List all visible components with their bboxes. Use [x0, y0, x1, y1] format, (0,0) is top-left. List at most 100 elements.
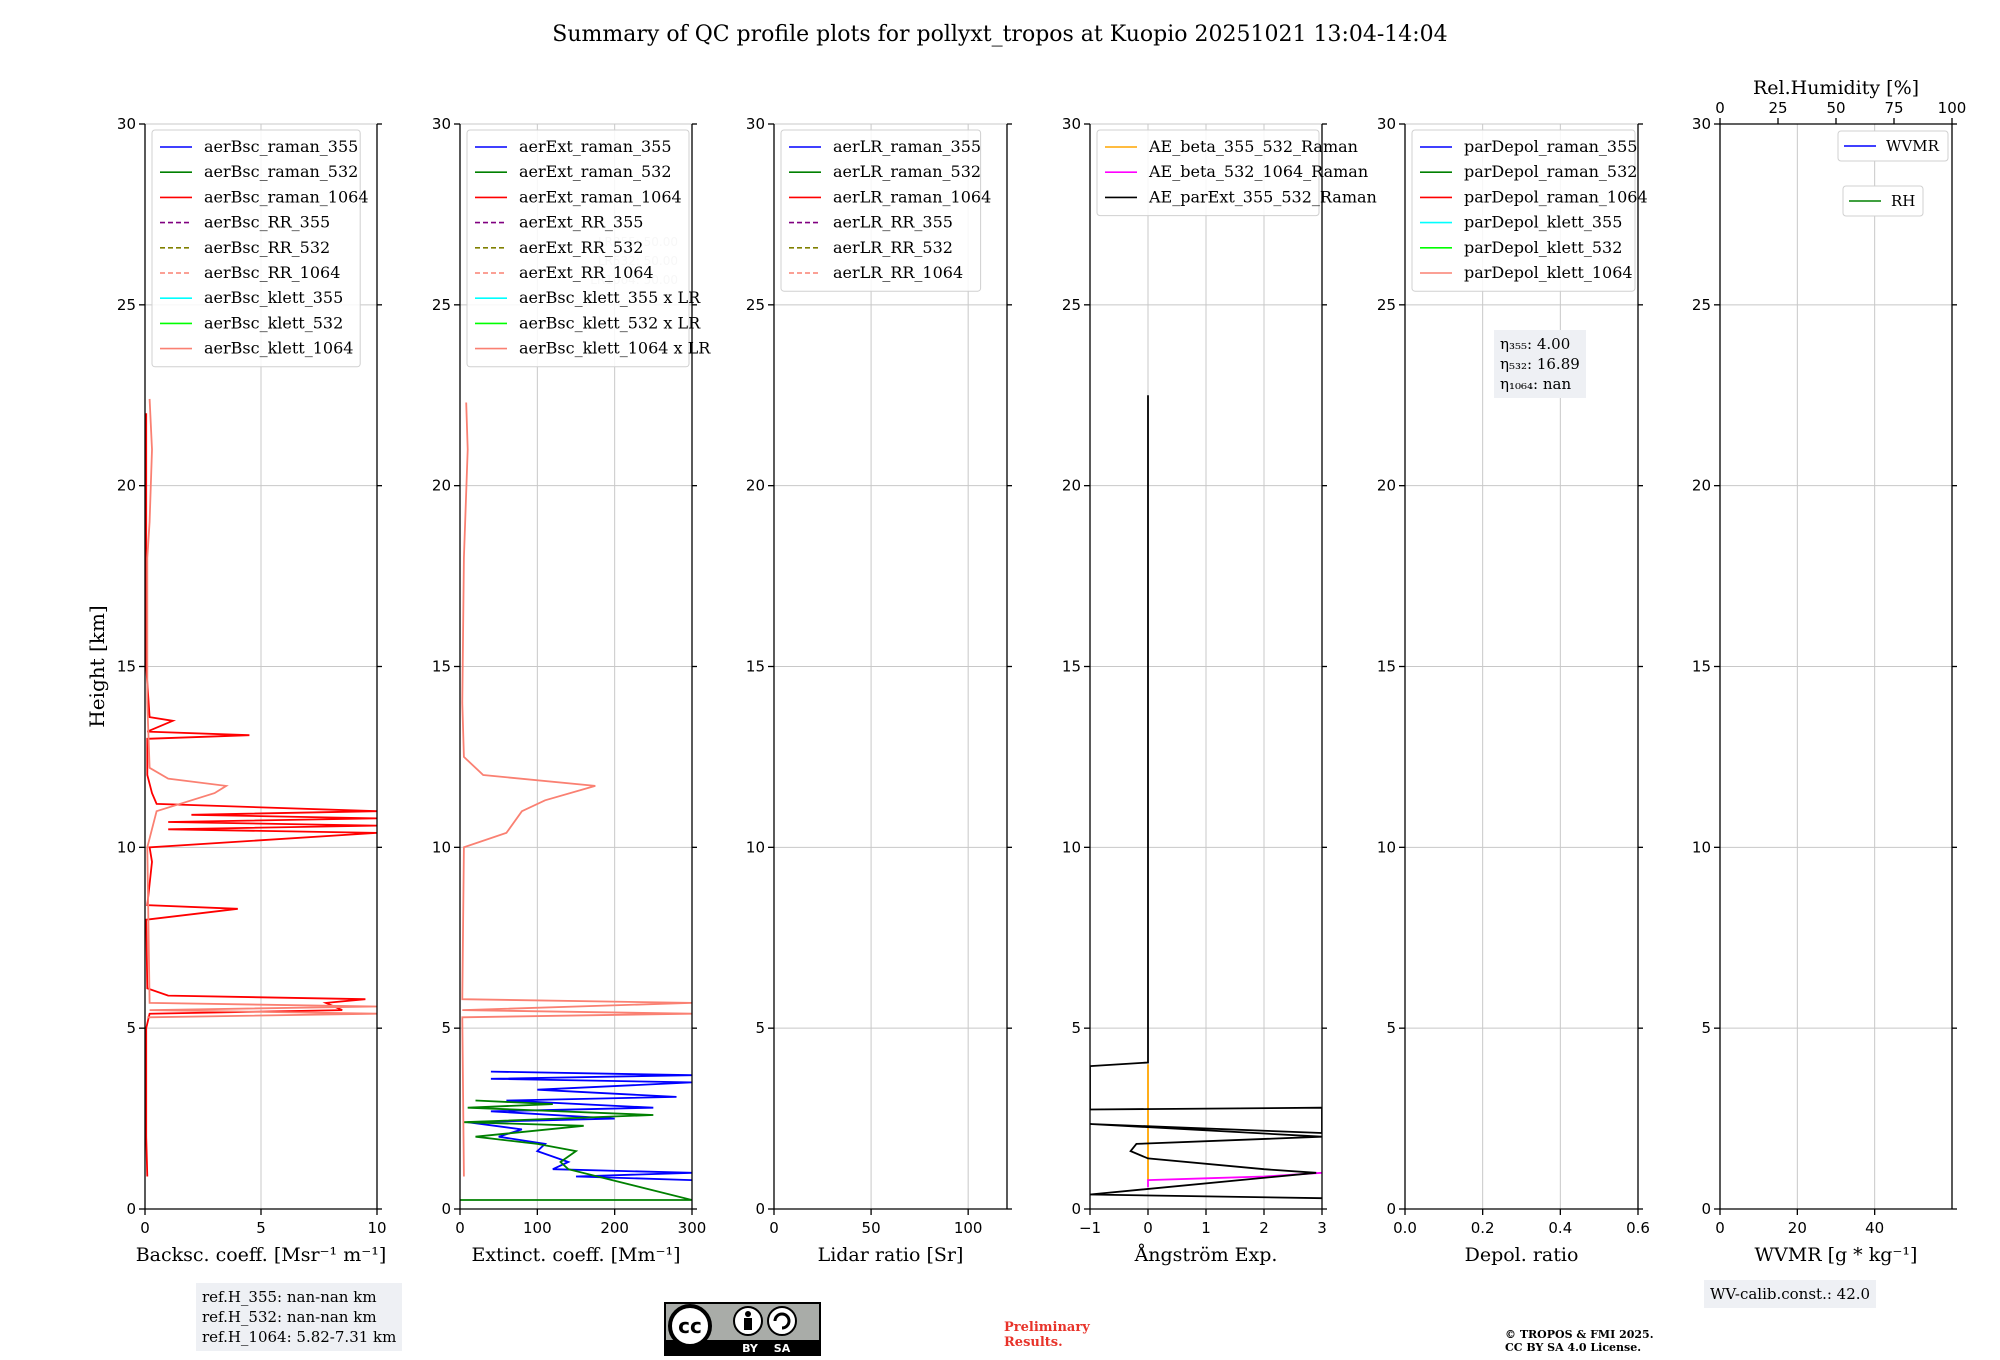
- legend-label-aerBsc_RR_355: aerBsc_RR_355: [204, 213, 330, 232]
- xtick-label: 0.0: [1393, 1219, 1417, 1237]
- x-axis-label: Lidar ratio [Sr]: [818, 1244, 964, 1266]
- xtick-label: 50: [862, 1219, 881, 1237]
- ytick-label: 15: [1062, 658, 1081, 676]
- ytick-label: 0: [441, 1200, 451, 1218]
- ytick-label: 15: [117, 658, 136, 676]
- ytick-label: 0: [1386, 1200, 1396, 1218]
- series-aerBsc_klett_1064: [146, 398, 377, 1019]
- ytick-label: 15: [432, 658, 451, 676]
- copyright-note: © TROPOS & FMI 2025. CC BY SA 4.0 Licens…: [1505, 1328, 1654, 1354]
- legend-label-aerLR_raman_532: aerLR_raman_532: [833, 162, 981, 181]
- legend: aerExt_raman_355 aerExt_raman_532 aerExt_r…: [466, 129, 711, 368]
- legend-label-aerBsc_klett_532: aerBsc_klett_532: [204, 313, 343, 332]
- legend-frame: [1096, 129, 1320, 217]
- xtick-label: 5: [256, 1219, 266, 1237]
- legend-label-aerBsc_klett_355: aerBsc_klett_355: [204, 288, 343, 307]
- legend-label-aerExt_raman_1064: aerExt_raman_1064: [519, 187, 682, 206]
- xtick-label: 300: [678, 1219, 707, 1237]
- legend-label-parDepol_raman_532: parDepol_raman_532: [1464, 162, 1637, 181]
- ytick-label: 25: [746, 296, 765, 314]
- legend: aerBsc_raman_355 aerBsc_raman_532 aerBsc_r…: [151, 129, 369, 368]
- sa-arrow-icon: [773, 1312, 791, 1330]
- xtick-label: 0: [769, 1219, 779, 1237]
- legend-label-aerBsc_raman_1064: aerBsc_raman_1064: [204, 187, 369, 206]
- ytick-label: 25: [1062, 296, 1081, 314]
- ytick-label: 20: [1062, 477, 1081, 495]
- eta-1064: η₁₀₆₄: nan: [1500, 375, 1572, 393]
- cc-sa-label: SA: [774, 1342, 791, 1355]
- xtick-label: 100: [954, 1219, 983, 1237]
- ytick-label: 10: [1062, 838, 1081, 856]
- ref-h-532: ref.H_532: nan-nan km: [202, 1308, 377, 1326]
- legend-frame: [1837, 130, 1949, 162]
- top-xtick-label: 100: [1938, 99, 1967, 117]
- legend: aerLR_raman_355 aerLR_raman_532 aerLR_rama…: [780, 129, 991, 292]
- xtick-label: 100: [523, 1219, 552, 1237]
- series-aerExt_raman_355: [467, 1070, 692, 1181]
- xtick-label: 40: [1865, 1219, 1884, 1237]
- figure-title: Summary of QC profile plots for pollyxt_…: [552, 22, 1448, 47]
- copyright-line-1: © TROPOS & FMI 2025.: [1505, 1328, 1654, 1341]
- legend-box: WVMR: [1837, 130, 1949, 162]
- ytick-label: 30: [117, 115, 136, 133]
- legend-label-aerExt_RR_355: aerExt_RR_355: [519, 213, 643, 232]
- xtick-label: 20: [1788, 1219, 1807, 1237]
- by-person-body: [744, 1318, 752, 1330]
- legend-label-WVMR: WVMR: [1886, 137, 1940, 155]
- ytick-label: 0: [126, 1200, 136, 1218]
- panel-depol: 0 5 10 15 20 25 30 0.0 0.2 0.4 0.6 Depol. ratio parD…: [1377, 115, 1650, 1266]
- legend-label-aerBsc_klett_1064 x LR: aerBsc_klett_1064 x LR: [519, 339, 711, 358]
- xtick-label: 0: [1715, 1219, 1725, 1237]
- top-xtick-label: 25: [1768, 99, 1787, 117]
- ytick-label: 30: [1377, 115, 1396, 133]
- legend-label-aerLR_RR_355: aerLR_RR_355: [833, 213, 953, 232]
- ytick-label: 10: [432, 838, 451, 856]
- x-axis-label: Extinct. coeff. [Mm⁻¹]: [471, 1244, 680, 1266]
- legend-label-parDepol_raman_1064: parDepol_raman_1064: [1464, 187, 1648, 206]
- xtick-label: 2: [1259, 1219, 1269, 1237]
- legend-frame: [1842, 185, 1924, 217]
- ytick-label: 20: [432, 477, 451, 495]
- ytick-label: 10: [746, 838, 765, 856]
- series-AE_parExt_355_532_Raman: [1090, 395, 1322, 1200]
- ytick-label: 10: [117, 838, 136, 856]
- cc-by-sa-badge: cc BY SA: [664, 1302, 821, 1356]
- x-axis-label: Depol. ratio: [1465, 1244, 1579, 1266]
- legend-label-aerExt_raman_532: aerExt_raman_532: [519, 162, 672, 181]
- legend-label-aerBsc_RR_1064: aerBsc_RR_1064: [204, 263, 340, 282]
- legend-label-AE_beta_532_1064_Raman: AE_beta_532_1064_Raman: [1148, 162, 1368, 181]
- series-aerBsc_raman_1064: [145, 413, 377, 1177]
- ytick-label: 20: [1692, 477, 1711, 495]
- xtick-label: 0: [1143, 1219, 1153, 1237]
- legend-label-aerLR_RR_1064: aerLR_RR_1064: [833, 263, 963, 282]
- xtick-label: 1: [1201, 1219, 1211, 1237]
- ytick-label: 30: [1692, 115, 1711, 133]
- ytick-label: 25: [432, 296, 451, 314]
- legend-label-aerExt_RR_532: aerExt_RR_532: [519, 238, 643, 257]
- ytick-label: 5: [1386, 1019, 1396, 1037]
- y-axis-label: Height [km]: [85, 605, 109, 727]
- panel-lr: 0 5 10 15 20 25 30 0 50 100 Lidar ratio [Sr] aerLR_…: [746, 115, 1012, 1266]
- legend-label-aerBsc_RR_532: aerBsc_RR_532: [204, 238, 330, 257]
- top-x-axis-label: Rel.Humidity [%]: [1753, 77, 1919, 99]
- legend-label-AE_beta_355_532_Raman: AE_beta_355_532_Raman: [1148, 137, 1358, 156]
- legend-frame: [151, 129, 361, 368]
- cc-by-label: BY: [742, 1342, 759, 1355]
- legend-label-aerBsc_klett_1064: aerBsc_klett_1064: [204, 339, 353, 358]
- ytick-label: 25: [1692, 296, 1711, 314]
- ytick-label: 5: [441, 1019, 451, 1037]
- series-aerBsc_klett_1064 x LR: [461, 402, 692, 1177]
- cc-letters: cc: [678, 1314, 702, 1338]
- xtick-label: 10: [367, 1219, 386, 1237]
- ytick-label: 10: [1692, 838, 1711, 856]
- ytick-label: 15: [1377, 658, 1396, 676]
- ytick-label: 25: [1377, 296, 1396, 314]
- legend-label-aerExt_raman_355: aerExt_raman_355: [519, 137, 672, 156]
- xtick-label: 0.4: [1548, 1219, 1572, 1237]
- eta-355: η₃₅₅: 4.00: [1500, 335, 1571, 353]
- legend-label-aerLR_raman_1064: aerLR_raman_1064: [833, 187, 991, 206]
